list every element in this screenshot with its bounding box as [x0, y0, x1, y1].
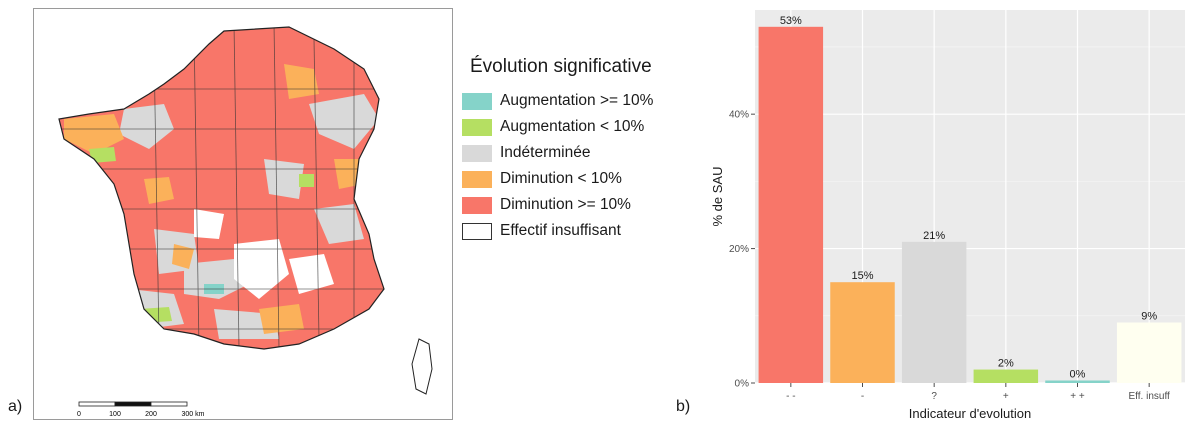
bar-chart: 0% 20% 40% 53% - - 15% - 21%? 2% +0% + + 9% Eff. ins…	[710, 10, 1185, 421]
legend-label: Effectif insuffisant	[500, 222, 621, 239]
legend-item: Augmentation >= 10%	[462, 88, 653, 114]
legend-item: Diminution >= 10%	[462, 192, 653, 218]
scale-bar: 0 100 200 300 km	[77, 401, 205, 418]
x-tick-label: - -	[786, 391, 795, 402]
plot-background	[755, 10, 1185, 383]
scale-label: 100	[109, 411, 121, 418]
france-map: 0 100 200 300 km	[58, 26, 433, 418]
legend-swatch	[462, 92, 492, 110]
panel-a-label: a)	[8, 398, 23, 415]
legend-item: Diminution < 10%	[462, 166, 653, 192]
legend-label: Augmentation >= 10%	[500, 92, 654, 109]
data-label: 53%	[780, 15, 802, 27]
france-outline	[58, 26, 385, 350]
y-axis-title: % de SAU	[710, 167, 725, 227]
y-tick-label: 0%	[735, 379, 750, 390]
legend-label: Indéterminée	[500, 144, 591, 161]
scale-label: 200	[145, 411, 157, 418]
legend-items: Augmentation >= 10% Augmentation < 10% Ind…	[462, 88, 653, 244]
bar	[758, 26, 824, 384]
legend-swatch	[462, 144, 492, 162]
data-label: 15%	[851, 270, 873, 282]
bar	[1045, 380, 1110, 383]
x-axis-title: Indicateur d'evolution	[909, 406, 1031, 421]
panel-b-label: b)	[676, 398, 691, 415]
legend-swatch	[462, 196, 492, 214]
bar	[1116, 322, 1182, 383]
legend-label: Diminution < 10%	[500, 170, 622, 187]
map-legend: Évolution significative Augmentation >= …	[462, 56, 653, 244]
x-tick-label: +	[1003, 391, 1009, 402]
x-tick-label: + +	[1070, 391, 1085, 402]
bar	[973, 369, 1039, 383]
data-label: 0%	[1070, 369, 1086, 381]
x-tick-label: ?	[931, 391, 937, 402]
corsica	[411, 338, 433, 395]
map-panel: 0 100 200 300 km	[33, 8, 453, 420]
legend-swatch	[462, 222, 492, 240]
map-regions	[59, 27, 384, 349]
legend-swatch	[462, 170, 492, 188]
y-tick-label: 40%	[729, 110, 749, 121]
legend-label: Augmentation < 10%	[500, 118, 645, 135]
legend-title: Évolution significative	[470, 56, 652, 77]
x-tick-label: -	[861, 391, 864, 402]
bar	[830, 282, 895, 383]
legend-item: Indéterminée	[462, 140, 653, 166]
legend-item: Effectif insuffisant	[462, 218, 653, 244]
x-tick-label: Eff. insuff	[1129, 391, 1171, 402]
scale-label: 0	[77, 411, 81, 418]
legend-label: Diminution >= 10%	[500, 196, 631, 213]
bar	[901, 241, 967, 383]
legend-item: Augmentation < 10%	[462, 114, 653, 140]
data-label: 21%	[923, 230, 945, 242]
data-label: 9%	[1141, 311, 1157, 323]
y-tick-label: 20%	[729, 244, 749, 255]
scale-label: 300 km	[182, 411, 205, 418]
data-label: 2%	[998, 358, 1014, 370]
legend-swatch	[462, 118, 492, 136]
